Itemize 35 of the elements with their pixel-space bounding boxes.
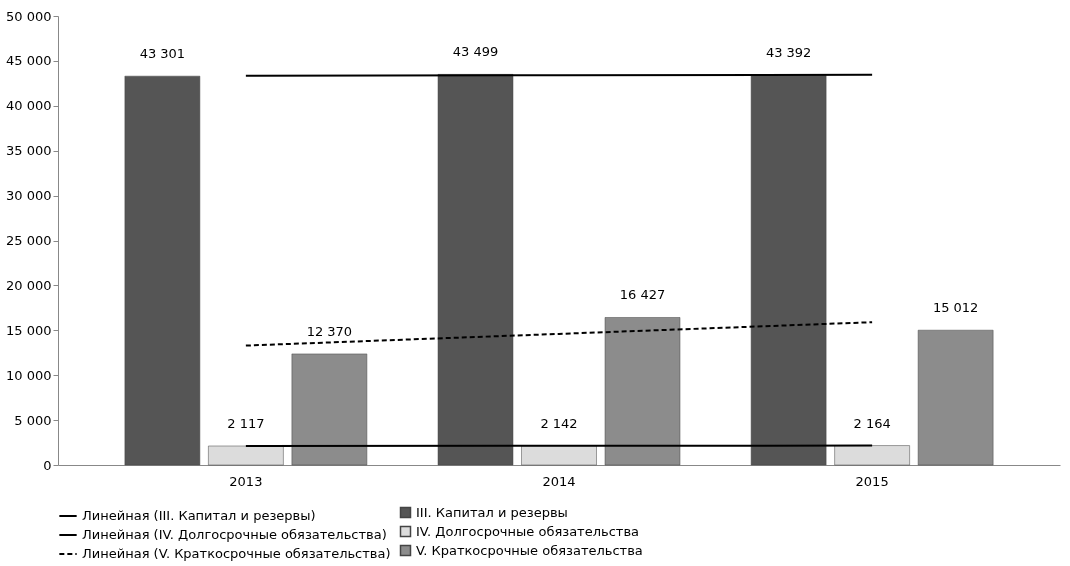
y-tick-label: 5 000	[14, 412, 52, 428]
bar	[750, 75, 827, 466]
data-label: 16 427	[619, 287, 666, 303]
data-label: 43 392	[765, 45, 812, 61]
y-tick-label: 35 000	[6, 143, 52, 159]
bar	[124, 75, 201, 466]
y-tick-label: 0	[43, 457, 52, 473]
data-label: 2 164	[853, 415, 891, 431]
data-label: 43 499	[452, 44, 499, 60]
data-label: 43 301	[139, 46, 186, 62]
data-label: 2 117	[227, 415, 265, 431]
bar	[437, 74, 514, 466]
data-label: 2 142	[540, 415, 578, 431]
y-tick-label: 15 000	[6, 322, 52, 338]
legend-label: Линейная (IV. Долгосрочные обязательства)	[82, 527, 387, 542]
legend-label: Линейная (III. Капитал и резервы)	[82, 508, 316, 523]
bar	[208, 445, 284, 466]
data-label: 12 370	[306, 323, 353, 339]
y-tick-label: 45 000	[6, 53, 52, 69]
y-tick-label: 25 000	[6, 233, 52, 248]
x-tick-label: 2013	[229, 473, 263, 489]
y-tick-label: 50 000	[6, 8, 52, 24]
x-tick-label: 2014	[542, 473, 576, 489]
legend-label: III. Капитал и резервы	[416, 504, 568, 520]
y-tick-label: 20 000	[6, 277, 52, 293]
bar	[834, 445, 910, 466]
y-tick-label: 10 000	[6, 367, 52, 383]
y-tick-label: 30 000	[6, 188, 52, 204]
legend-label: Линейная (V. Краткосрочные обязательства)	[82, 546, 391, 561]
x-tick-label: 2015	[855, 473, 889, 489]
bar	[521, 445, 597, 466]
legend-label: V. Краткосрочные обязательства	[416, 542, 643, 558]
data-label: 15 012	[932, 300, 979, 316]
legend-label: IV. Долгосрочные обязательства	[416, 523, 640, 539]
y-tick-label: 40 000	[6, 98, 52, 114]
